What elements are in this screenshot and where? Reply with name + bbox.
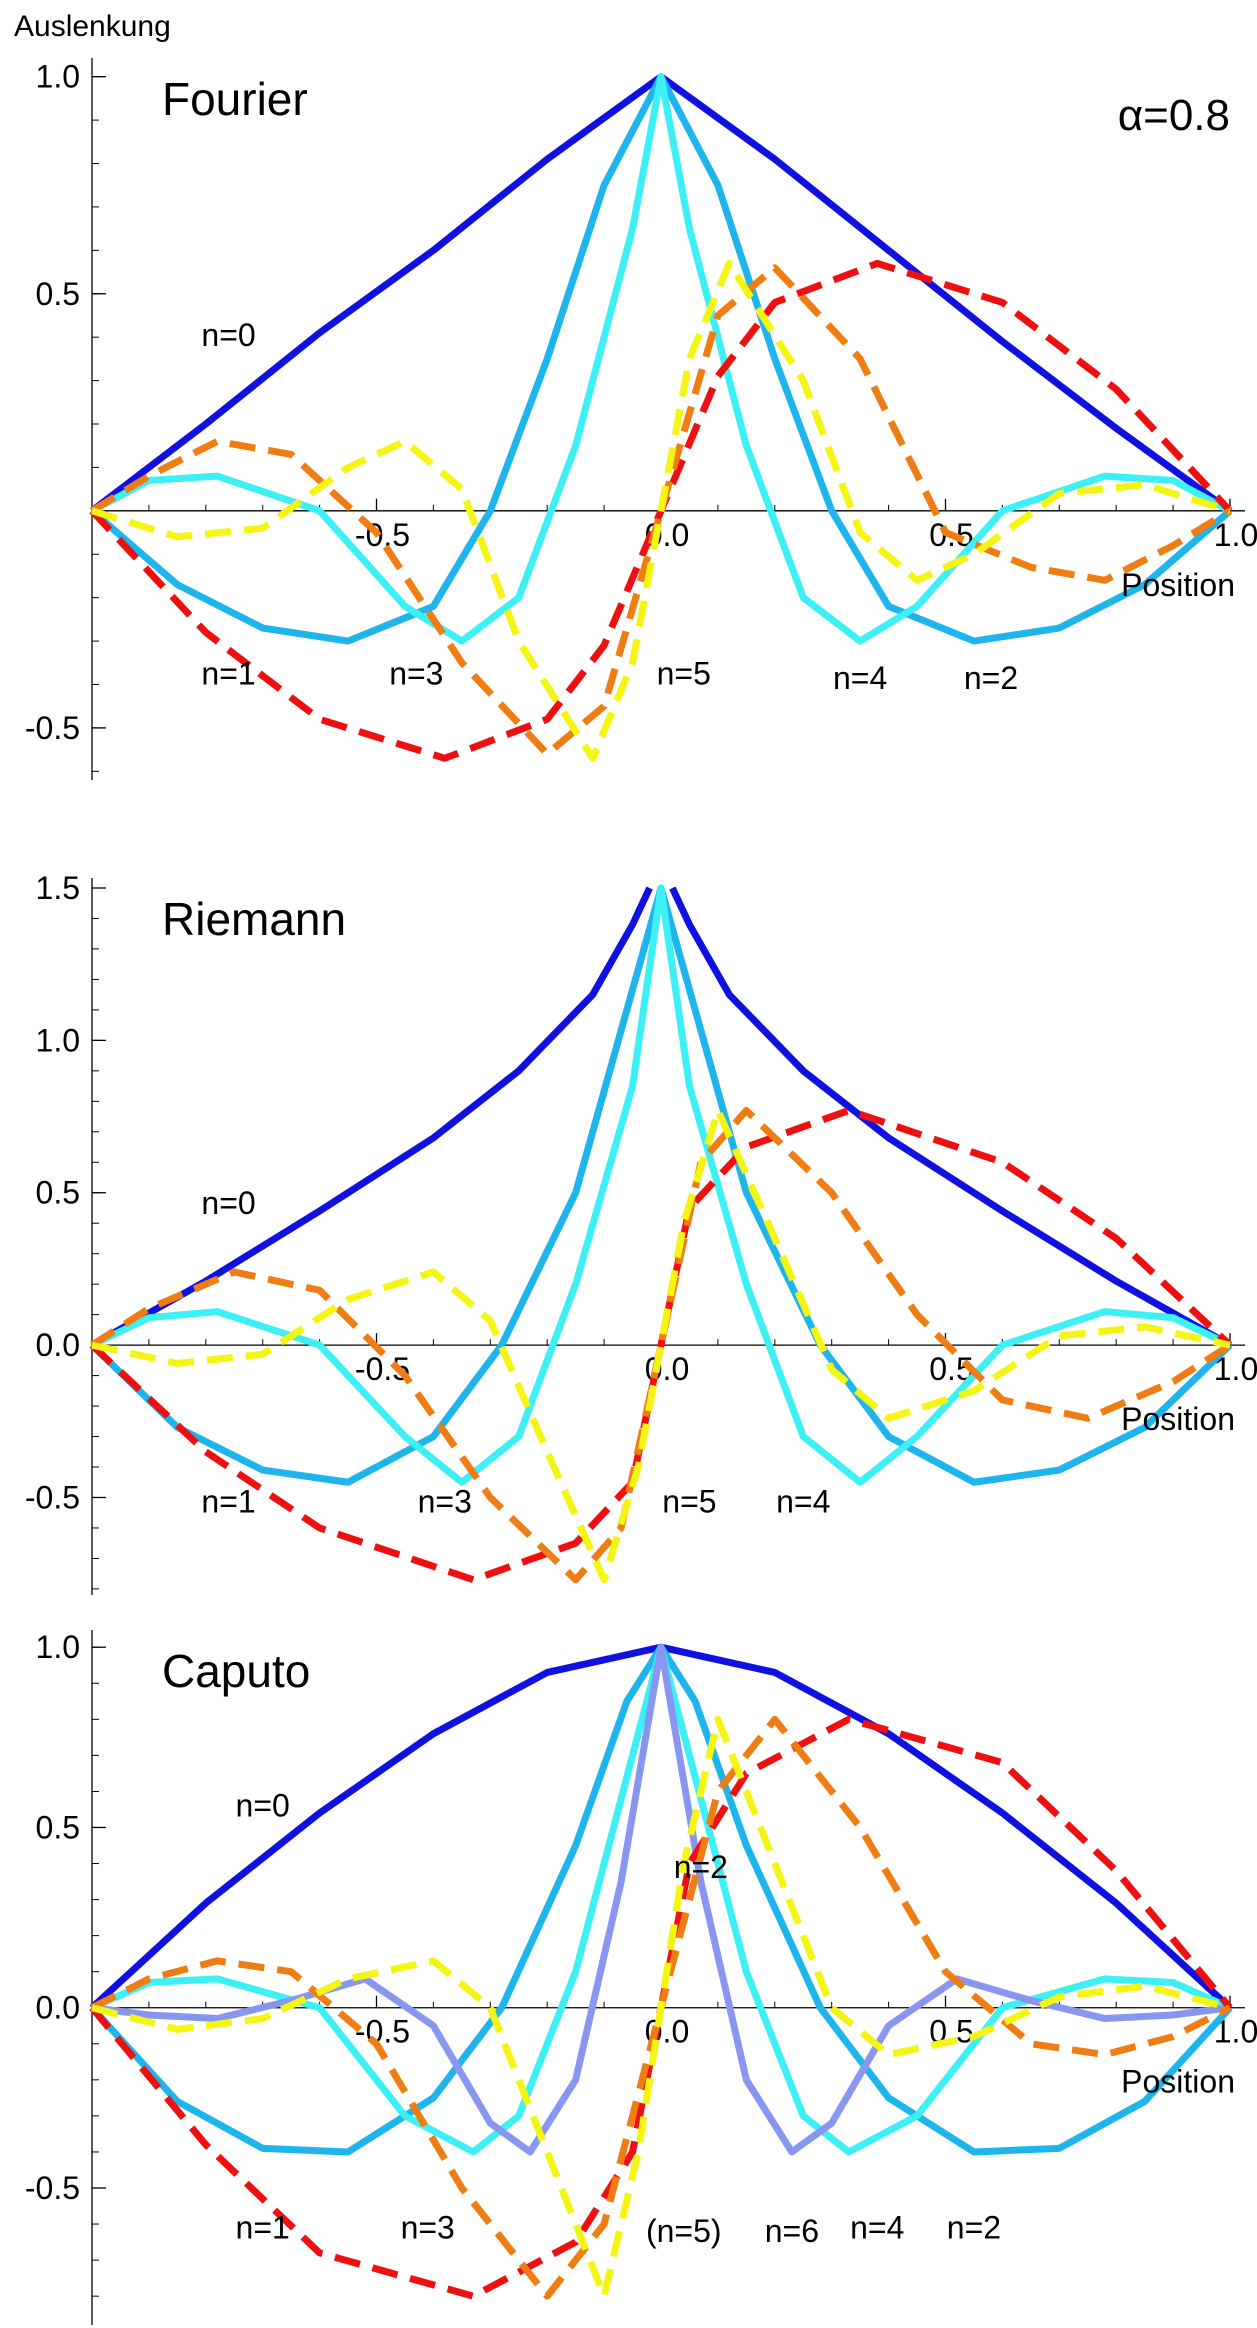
series-line xyxy=(91,1643,1231,2156)
x-axis-label: Position xyxy=(1121,1401,1235,1437)
curve-label: n=5 xyxy=(657,655,711,691)
series-line xyxy=(91,1715,1231,2300)
y-tick-label: 1.0 xyxy=(36,1629,80,1665)
series-line xyxy=(90,884,1232,1486)
panel-riemann: -0.50.00.51.01.5-0.5 0.0 0.5 1.0RiemannPosi… xyxy=(25,870,1257,1595)
series-line xyxy=(89,1643,1233,2156)
y-axis-label: Auslenkung xyxy=(14,10,171,43)
series-line xyxy=(89,884,1233,1486)
series-line xyxy=(89,1643,1233,2011)
panel-title: Caputo xyxy=(162,1645,310,1697)
y-tick-label: 0.5 xyxy=(36,1175,80,1211)
panel-title: Fourier xyxy=(162,73,308,125)
y-tick-label: -0.5 xyxy=(25,1479,80,1515)
series-line xyxy=(90,73,1232,645)
y-tick-label: 1.0 xyxy=(36,1022,80,1058)
y-tick-label: 1.0 xyxy=(36,59,80,95)
series-line xyxy=(90,1643,1232,2156)
series-line xyxy=(89,73,1233,645)
y-tick-label: 0.0 xyxy=(36,1990,80,2026)
curve-label: n=2 xyxy=(947,2209,1001,2245)
series-line xyxy=(90,259,1232,762)
curve-label: n=0 xyxy=(236,1788,290,1824)
y-tick-label: 1.5 xyxy=(36,870,80,906)
curve-label: n=1 xyxy=(201,655,255,691)
y-tick-label: 0.5 xyxy=(36,276,80,312)
curve-label: n=4 xyxy=(850,2209,904,2245)
series-line xyxy=(91,1106,1231,1584)
y-tick-label: 0.0 xyxy=(36,1327,80,1363)
series-line xyxy=(90,264,1232,758)
series-line xyxy=(90,1106,1232,1584)
curve-label: (n=5) xyxy=(646,2213,722,2249)
series-line xyxy=(89,73,1233,514)
curve-label: n=2 xyxy=(674,1849,728,1885)
y-tick-label: -0.5 xyxy=(25,2170,80,2206)
curve-label: n=3 xyxy=(401,2209,455,2245)
panel-fourier: -0.50.51.0-0.5 0.0 0.5 1.0FourierPositionAu… xyxy=(14,10,1257,780)
series-line xyxy=(669,886,1232,1349)
series-line xyxy=(90,886,653,1349)
curve-label: n=4 xyxy=(833,660,887,696)
curve-label: n=0 xyxy=(201,317,255,353)
y-tick-label: 0.5 xyxy=(36,1809,80,1845)
curve-label: n=3 xyxy=(389,655,443,691)
curve-label: n=6 xyxy=(765,2213,819,2249)
curve-label: n=1 xyxy=(236,2209,290,2245)
curve-label: n=3 xyxy=(418,1484,472,1520)
x-tick-label: -0.5 xyxy=(355,2014,410,2050)
curve-label: n=4 xyxy=(776,1484,830,1520)
y-tick-label: -0.5 xyxy=(25,710,80,746)
panel-caputo: -0.50.00.51.0-0.5 0.0 0.5 1.0CaputoPosition… xyxy=(25,1629,1257,2325)
curve-label: n=0 xyxy=(201,1185,255,1221)
panel-title: Riemann xyxy=(162,893,346,945)
x-axis-label: Position xyxy=(1121,2064,1235,2100)
curve-label: n=2 xyxy=(964,660,1018,696)
curve-label: n=5 xyxy=(662,1484,716,1520)
alpha-annotation: α=0.8 xyxy=(1118,91,1230,140)
series-line xyxy=(89,1106,1233,1584)
x-axis-label: Position xyxy=(1121,567,1235,603)
curve-label: n=1 xyxy=(201,1484,255,1520)
